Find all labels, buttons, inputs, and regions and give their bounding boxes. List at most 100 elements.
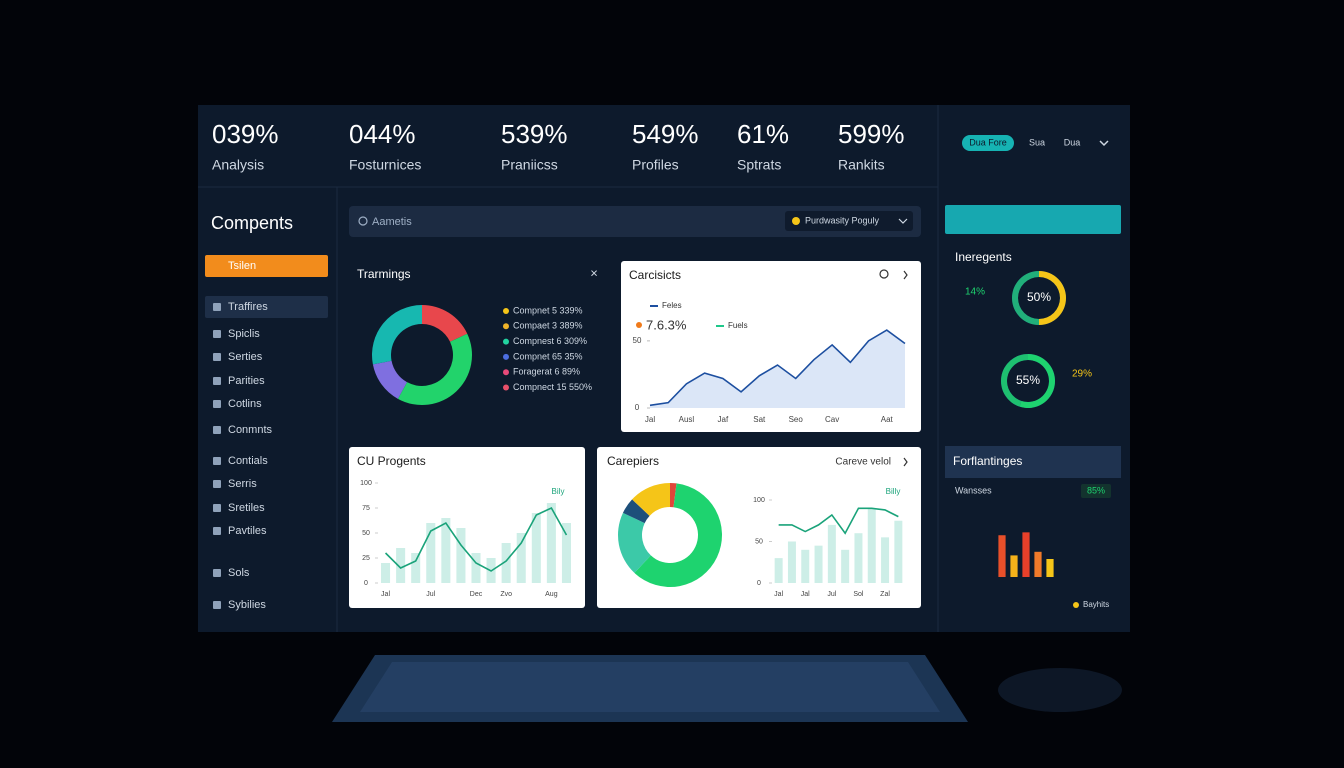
search-icon — [358, 216, 368, 226]
donut-segment — [372, 305, 422, 365]
nav-item[interactable]: Spiclis — [228, 328, 260, 340]
stat-value: 044% — [349, 119, 416, 149]
y-tick-label: 0 — [364, 580, 368, 587]
x-tick-label: Zal — [880, 591, 890, 598]
stat-value: 549% — [632, 119, 699, 149]
x-tick-label: Ausl — [679, 415, 695, 424]
stat-value: 599% — [838, 119, 905, 149]
bar — [867, 508, 876, 583]
nav-item[interactable]: Pavtiles — [228, 525, 267, 537]
filter-dropdown[interactable] — [785, 211, 913, 231]
legend-dot — [503, 323, 509, 330]
y-tick-label: 0 — [757, 580, 761, 587]
y-tick-label: 100 — [360, 480, 372, 487]
bar — [381, 563, 391, 583]
legend-label: 7.6.3% — [646, 317, 687, 332]
nav-icon — [213, 353, 221, 361]
card-title: Forflantinges — [953, 454, 1022, 468]
action-button[interactable] — [945, 205, 1121, 234]
nav-item[interactable]: Conmnts — [228, 424, 273, 436]
bar — [456, 528, 466, 583]
donut-segment — [422, 305, 468, 342]
stat-label: Profiles — [632, 157, 679, 173]
control[interactable]: Sua — [1029, 137, 1045, 147]
badge — [1081, 484, 1111, 498]
nav-icon — [213, 303, 221, 311]
gauge-arc — [1019, 354, 1055, 408]
stat-value: 61% — [737, 119, 789, 149]
chevron[interactable] — [903, 457, 908, 467]
gauge-arc — [1039, 271, 1066, 325]
nav-icon — [213, 426, 221, 434]
stat-label: Analysis — [212, 157, 264, 173]
x-tick-label: Jal — [801, 591, 810, 598]
x-tick-label: Jal — [645, 415, 655, 424]
bar — [501, 543, 511, 583]
chevron[interactable] — [898, 218, 908, 224]
nav-item[interactable]: Serties — [228, 351, 263, 363]
pill[interactable] — [962, 135, 1014, 151]
active-item-label[interactable]: Tsilen — [228, 260, 256, 272]
y-tick-label: 50 — [633, 336, 642, 345]
nav-item[interactable]: Parities — [228, 375, 265, 387]
card-title: Ineregents — [955, 250, 1012, 264]
card-title: CU Progents — [357, 454, 426, 468]
bar — [814, 545, 823, 583]
stat-value: 539% — [501, 119, 568, 149]
bar — [426, 523, 436, 583]
nav-item[interactable]: Sretiles — [228, 502, 265, 514]
x-tick-label: Dec — [470, 591, 483, 598]
y-tick-label: 100 — [753, 497, 765, 504]
nav-item[interactable]: Cotlins — [228, 398, 262, 410]
control[interactable]: Dua — [1064, 137, 1081, 147]
donut-segment — [618, 512, 651, 573]
x-tick-label: Jal — [774, 591, 783, 598]
line — [384, 506, 568, 572]
bar — [801, 549, 810, 583]
filter-label[interactable]: Purdwasity Poguly — [805, 215, 880, 225]
nav-icon — [213, 480, 221, 488]
nav-item[interactable]: Sybilies — [228, 599, 266, 611]
bar — [774, 558, 783, 583]
nav-icon — [213, 377, 221, 385]
donut-segment — [622, 499, 650, 524]
bar — [531, 513, 541, 583]
chevron[interactable] — [1099, 140, 1109, 147]
selected-item[interactable] — [205, 296, 328, 318]
nav-item[interactable]: Serris — [228, 478, 257, 490]
search-placeholder[interactable]: Aametis — [372, 216, 412, 228]
chevron[interactable] — [903, 270, 908, 280]
nav-item[interactable]: Sols — [228, 567, 250, 579]
filter-dot — [792, 217, 800, 225]
annotation: Billy — [886, 487, 901, 496]
nav-item[interactable]: Contials — [228, 455, 268, 467]
legend-dot — [503, 384, 509, 391]
card-link[interactable]: Careve velol — [835, 457, 891, 468]
bar — [998, 535, 1006, 577]
close-icon[interactable]: × — [590, 265, 598, 280]
nav-item[interactable]: Traffires — [228, 301, 268, 313]
gauge-arc-rest — [1000, 354, 1028, 407]
y-tick-label: 25 — [362, 555, 370, 562]
donut-segment — [634, 483, 723, 588]
nav-icon — [213, 527, 221, 535]
legend-label: Compnet 5 339% — [513, 305, 583, 315]
x-tick-label: Jaf — [718, 415, 729, 424]
active-item[interactable] — [205, 255, 328, 277]
search-bar[interactable] — [349, 206, 921, 237]
pill-label[interactable]: Dua Fore — [969, 137, 1007, 147]
bar — [1046, 559, 1054, 577]
legend-label: Bayhits — [1083, 600, 1109, 609]
search-icon[interactable] — [879, 269, 889, 279]
panel-header — [945, 446, 1121, 478]
nav-icon — [213, 504, 221, 512]
badge-label: 85% — [1087, 485, 1105, 495]
legend-dot — [503, 338, 509, 345]
legend-dot — [636, 322, 642, 328]
card-title: Carcisicts — [629, 268, 681, 282]
x-tick-label: Sol — [853, 591, 864, 598]
x-tick-label: Sat — [753, 415, 766, 424]
gauge-side-label: 14% — [965, 287, 985, 298]
